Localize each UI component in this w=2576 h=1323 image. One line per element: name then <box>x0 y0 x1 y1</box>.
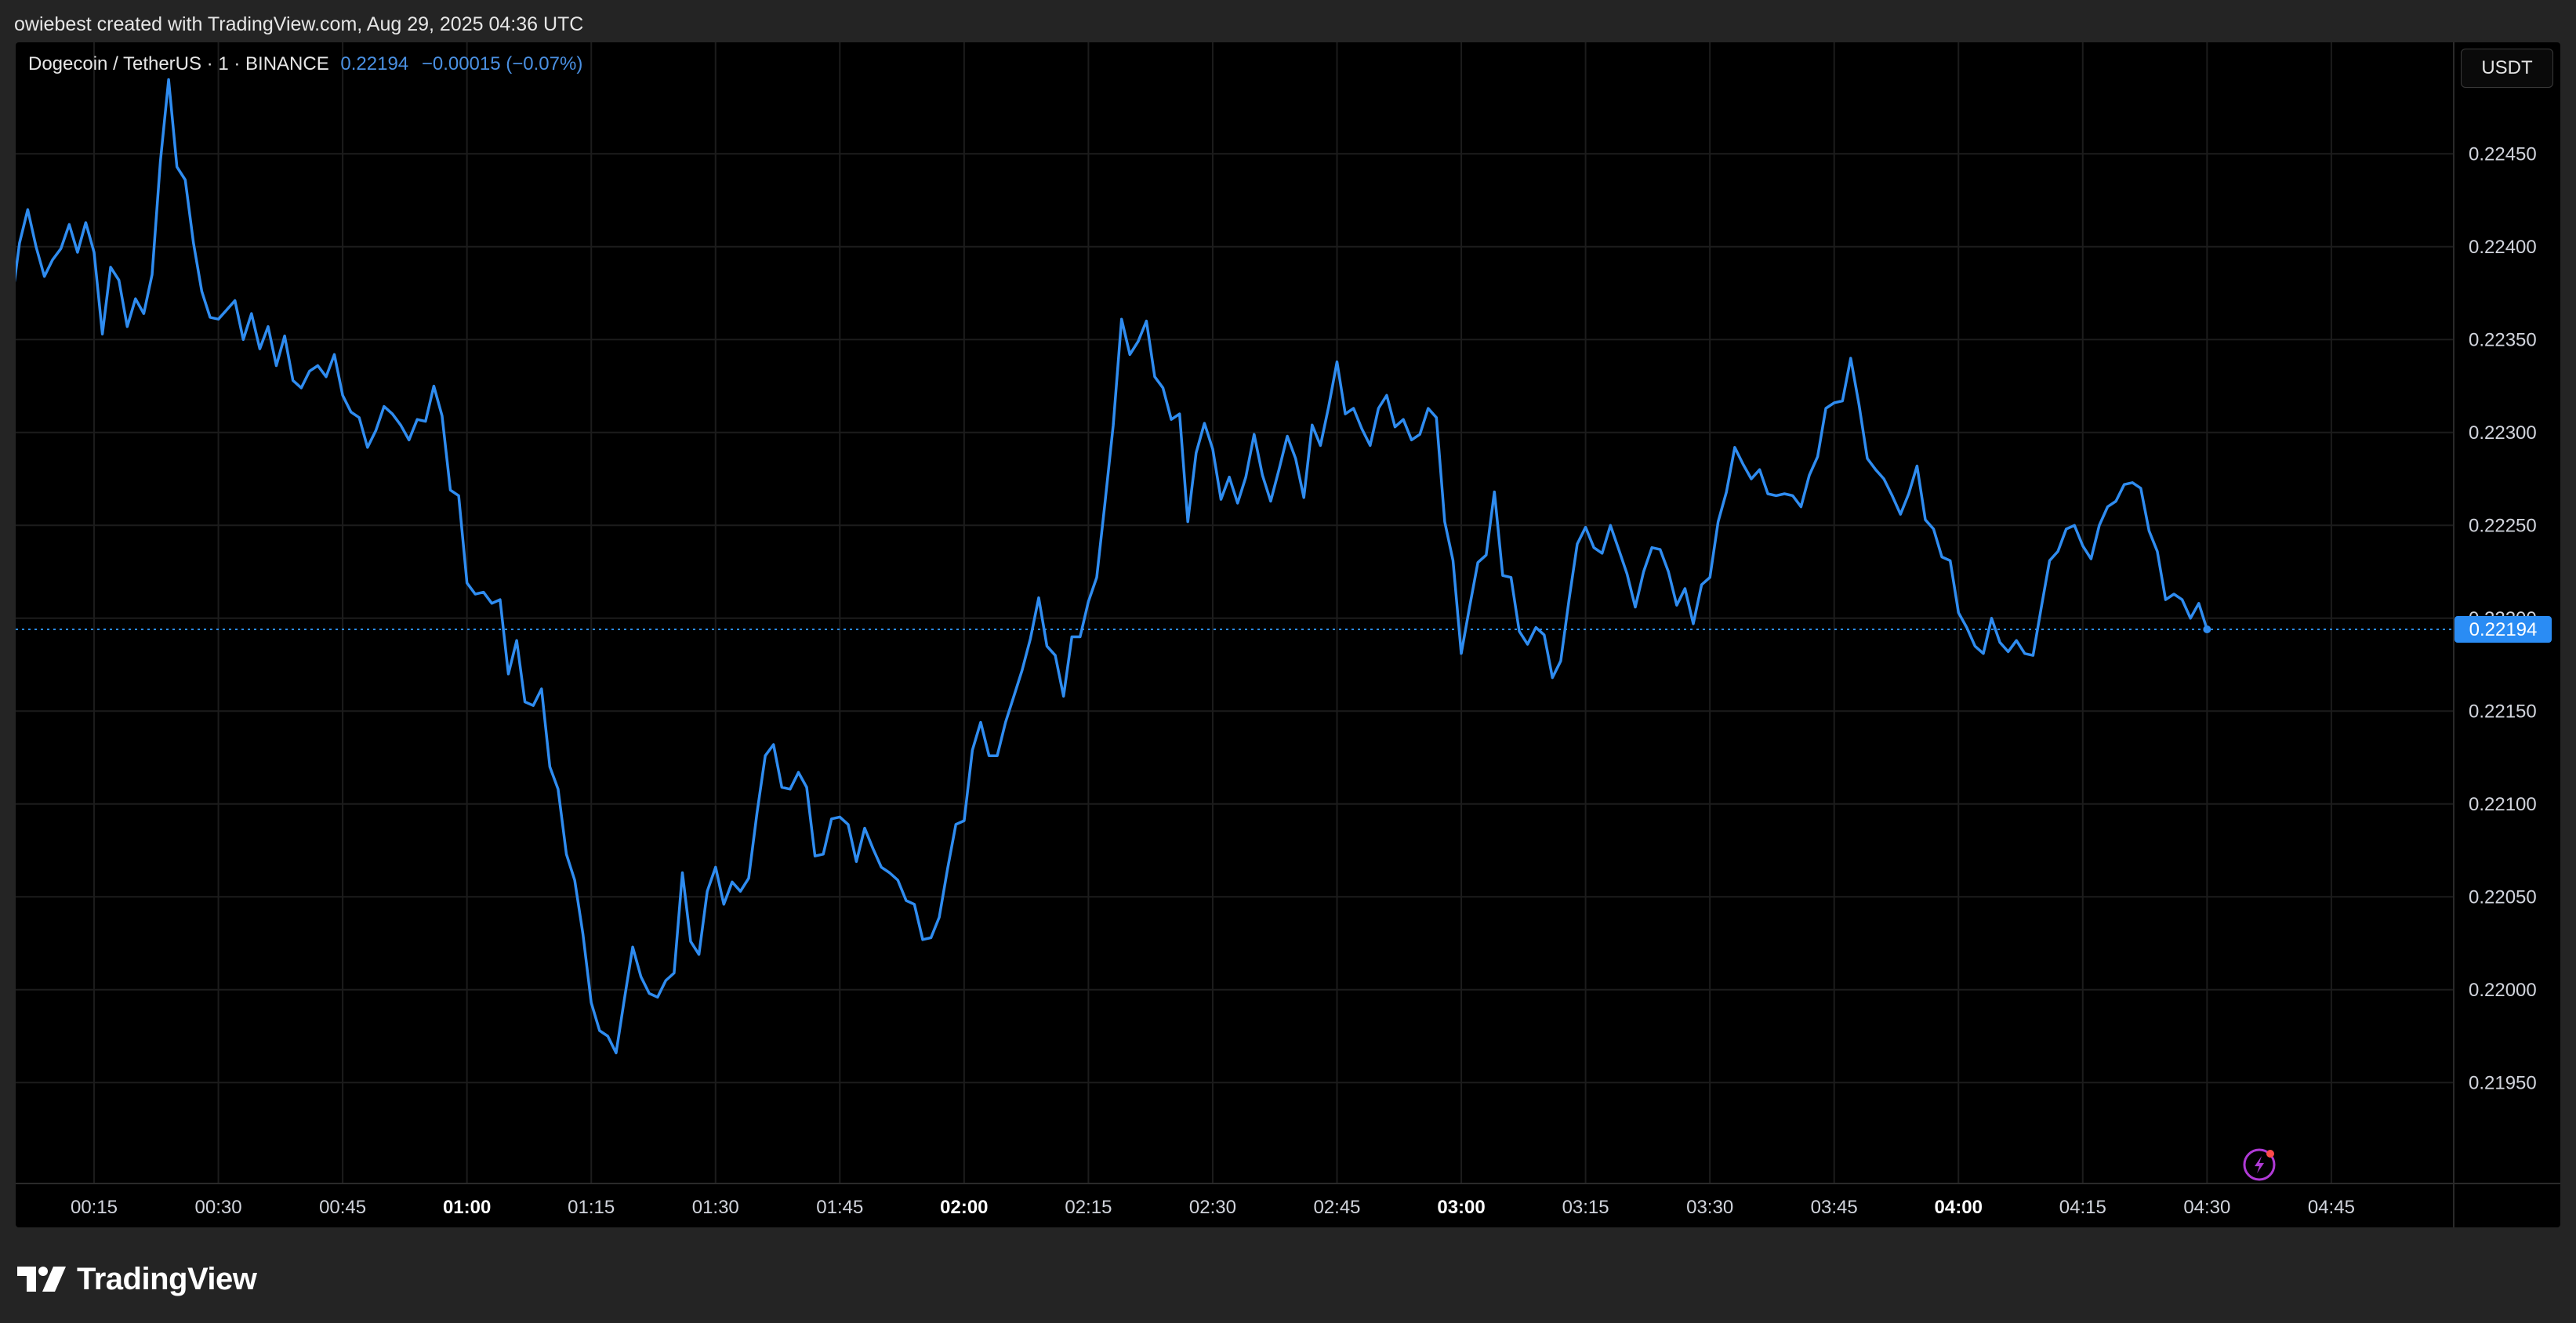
currency-button[interactable]: USDT <box>2461 49 2553 88</box>
x-axis-labels: 00:15 00:30 00:45 01:00 01:15 01:30 01:45 02:00… <box>71 1197 2355 1218</box>
y-tick-label: 0.22250 <box>2469 515 2537 536</box>
y-tick-label: 0.22150 <box>2469 701 2537 722</box>
x-tick-label: 03:45 <box>1811 1197 1858 1218</box>
x-tick-label: 04:00 <box>1935 1197 1983 1218</box>
x-tick-label: 02:15 <box>1065 1197 1112 1218</box>
last-price-badge: 0.22194 <box>2454 616 2552 643</box>
x-tick-label: 00:45 <box>319 1197 366 1218</box>
y-tick-label: 0.22050 <box>2469 886 2537 908</box>
x-tick-label: 01:15 <box>568 1197 615 1218</box>
tradingview-logo-icon <box>17 1267 66 1292</box>
symbol-legend[interactable]: Dogecoin / TetherUS · 1 · BINANCE 0.2219… <box>28 53 582 75</box>
x-tick-label: 03:00 <box>1437 1197 1485 1218</box>
x-tick-label: 00:15 <box>71 1197 118 1218</box>
lightning-icon[interactable] <box>2243 1148 2276 1181</box>
y-tick-label: 0.22000 <box>2469 980 2537 1001</box>
footer-branding[interactable]: TradingView <box>17 1259 257 1299</box>
price-chart[interactable]: 0.224500.224000.223500.223000.222500.222… <box>16 42 2560 1227</box>
symbol-name[interactable]: Dogecoin / TetherUS · 1 · BINANCE <box>28 53 329 74</box>
legend-price: 0.22194 <box>340 53 409 74</box>
x-tick-label: 04:45 <box>2308 1197 2355 1218</box>
x-tick-label: 03:15 <box>1562 1197 1609 1218</box>
chart-attribution: owiebest created with TradingView.com, A… <box>14 13 584 35</box>
y-tick-label: 0.22100 <box>2469 794 2537 815</box>
x-tick-label: 01:45 <box>816 1197 863 1218</box>
x-tick-label: 02:45 <box>1313 1197 1360 1218</box>
chart-grid <box>16 42 2454 1183</box>
y-tick-label: 0.22350 <box>2469 329 2537 350</box>
last-price-dot <box>2203 625 2211 634</box>
y-tick-label: 0.22300 <box>2469 422 2537 444</box>
y-tick-label: 0.22450 <box>2469 143 2537 165</box>
x-tick-label: 02:30 <box>1189 1197 1236 1218</box>
chart-panel[interactable]: 0.224500.224000.223500.223000.222500.222… <box>16 42 2560 1227</box>
x-tick-label: 04:30 <box>2183 1197 2230 1218</box>
x-tick-label: 04:15 <box>2059 1197 2106 1218</box>
y-tick-label: 0.21950 <box>2469 1072 2537 1093</box>
x-tick-label: 03:30 <box>1686 1197 1733 1218</box>
last-price-badge-label: 0.22194 <box>2469 619 2538 640</box>
x-tick-label: 01:30 <box>692 1197 739 1218</box>
x-tick-label: 00:30 <box>195 1197 242 1218</box>
footer-brand-name: TradingView <box>77 1261 257 1296</box>
legend-change: −0.00015 (−0.07%) <box>421 53 583 74</box>
price-line-series <box>16 78 2208 1055</box>
x-tick-label: 01:00 <box>443 1197 491 1218</box>
x-tick-label: 02:00 <box>940 1197 988 1218</box>
y-tick-label: 0.22400 <box>2469 237 2537 258</box>
